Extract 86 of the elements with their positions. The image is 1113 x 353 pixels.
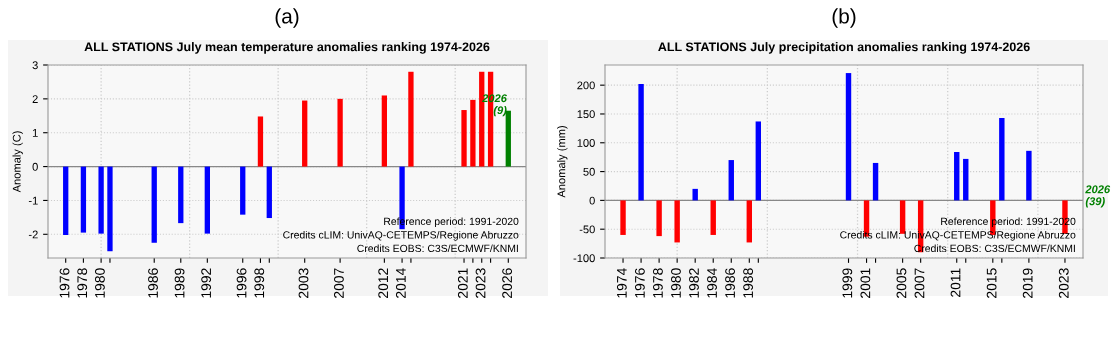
bar (80, 166, 87, 233)
x-tick-label: 1980 (671, 268, 681, 298)
x-tick-label: 2012 (378, 268, 389, 298)
x-tick-label: 2015 (986, 268, 997, 298)
y-tick-label: -50 (579, 225, 595, 234)
bar (728, 160, 734, 201)
bar (710, 200, 716, 235)
x-tick-label: 2007 (914, 268, 925, 298)
bar (98, 166, 104, 234)
bar (899, 200, 906, 234)
bar (461, 110, 467, 167)
bar (63, 166, 69, 235)
x-tick-label: 1976 (634, 268, 645, 298)
bar (266, 166, 272, 219)
bar (845, 73, 852, 201)
bar (257, 116, 264, 167)
y-tick-label: 0 (32, 162, 38, 171)
chart-subtitle: (b) (832, 8, 856, 28)
bar (302, 100, 308, 167)
y-tick-label: -1 (28, 196, 38, 205)
x-tick-label: 1984 (707, 268, 717, 298)
x-tick-label: 2007 (334, 268, 344, 298)
bar (381, 95, 388, 167)
x-tick-label: 1988 (743, 268, 754, 298)
y-tick-label: 150 (577, 110, 595, 119)
bar (656, 200, 662, 237)
bar (872, 162, 879, 201)
x-tick-label: 1978 (653, 268, 663, 298)
x-tick-label: 2005 (896, 268, 907, 298)
bar (755, 121, 762, 201)
bar (337, 98, 343, 167)
bar (151, 166, 157, 243)
y-tick-label: 200 (577, 81, 595, 90)
x-tick-label: 1980 (95, 268, 105, 298)
x-tick-label: 2014 (395, 268, 406, 298)
bar (178, 166, 184, 224)
text: 2026 (39) (1085, 185, 1111, 208)
bar (999, 118, 1005, 201)
y-tick-label: 3 (32, 61, 38, 70)
bar (674, 200, 680, 243)
y-axis-title: Anomaly (C) (12, 131, 23, 193)
bar (620, 200, 626, 235)
y-tick-label: 100 (577, 139, 595, 147)
chart-title: ALL STATIONS July precipitation anomalies ranking 1974-2026 (658, 42, 1030, 54)
bar (638, 84, 644, 201)
chart-title: ALL STATIONS July mean temperature anomalies ranking 1974-2026 (84, 42, 490, 54)
y-axis-title: Anomaly (mm) (557, 126, 568, 198)
bar (408, 71, 414, 167)
x-tick-label: 1986 (725, 268, 735, 298)
bar (954, 151, 960, 201)
bar (107, 166, 113, 252)
x-tick-label: 2019 (1022, 268, 1033, 298)
x-tick-label: 2026 (502, 268, 513, 298)
x-tick-label: 1989 (174, 268, 185, 298)
bar (505, 110, 511, 167)
y-tick-label: 2 (32, 95, 38, 103)
x-tick-label: 2003 (298, 268, 309, 298)
bar (204, 166, 210, 234)
y-tick-label: 0 (589, 196, 595, 205)
x-tick-label: 2011 (950, 268, 961, 297)
x-tick-label: 2021 (457, 268, 468, 298)
bar (1026, 150, 1032, 201)
y-tick-label: 50 (583, 167, 595, 176)
y-tick-label: -2 (28, 230, 38, 239)
x-tick-label: 1974 (616, 268, 627, 298)
y-tick-label: -100 (573, 254, 595, 263)
x-tick-label: 2023 (475, 268, 486, 298)
bar (746, 200, 753, 243)
bar (240, 166, 246, 215)
bar (470, 99, 476, 167)
x-tick-label: 1986 (148, 268, 158, 298)
x-tick-label: 1999 (842, 268, 853, 298)
x-tick-label: 1978 (77, 268, 88, 298)
annotation: Credits cLIM: UnivAQ-CETEMPS/Regione Abruzzo (283, 230, 519, 241)
x-tick-label: 1998 (254, 268, 265, 298)
x-tick-label: 2023 (1058, 268, 1069, 298)
x-tick-label: 1976 (59, 268, 70, 298)
x-tick-label: 1996 (236, 268, 247, 298)
x-tick-label: 2001 (860, 268, 871, 298)
bar (692, 188, 698, 201)
x-tick-label: 1992 (201, 268, 212, 298)
annotation: Credits EOBS: C3S/ECMWF/KNMI (357, 244, 518, 253)
chart-subtitle: (a) (275, 8, 299, 28)
x-tick-label: 1982 (689, 268, 699, 298)
y-tick-label: 1 (32, 129, 38, 137)
bar (963, 158, 969, 201)
